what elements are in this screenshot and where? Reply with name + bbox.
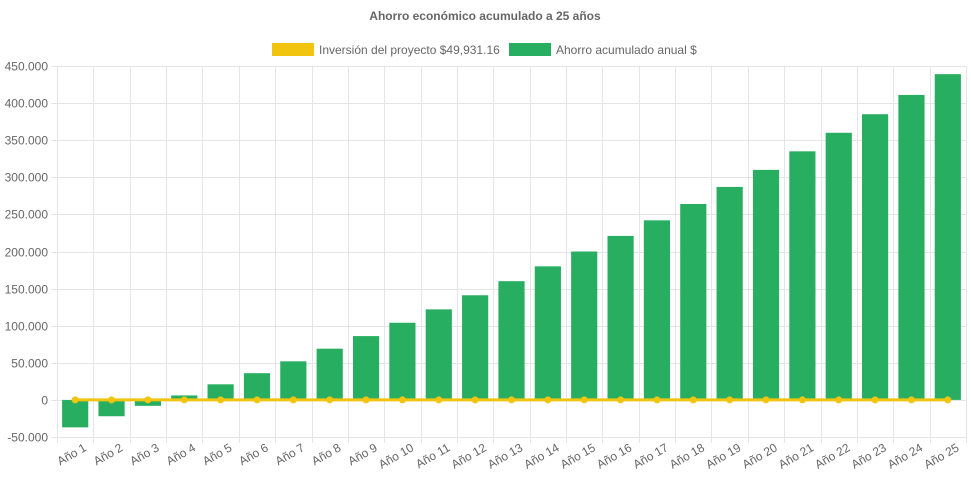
- bar: [571, 251, 598, 400]
- bar: [789, 151, 816, 400]
- bar: [607, 235, 634, 400]
- investment-point: [180, 396, 188, 404]
- investment-point: [217, 396, 225, 404]
- y-tick-label: 100.000: [5, 320, 49, 334]
- x-tick-label: Año 2: [91, 440, 125, 468]
- x-tick-label: Año 7: [273, 440, 307, 468]
- x-tick-label: Año 8: [309, 440, 343, 468]
- x-tick-label: Año 19: [703, 440, 743, 471]
- x-tick-label: Año 24: [885, 440, 925, 471]
- bar: [207, 384, 234, 400]
- chart-title: Ahorro económico acumulado a 25 años: [369, 9, 601, 23]
- legend-item-savings[interactable]: Ahorro acumulado anual $: [509, 43, 697, 57]
- y-tick-label: 150.000: [5, 283, 49, 297]
- y-tick-label: 50.000: [11, 357, 48, 371]
- x-tick-label: Año 6: [236, 440, 270, 468]
- investment-point: [798, 396, 806, 404]
- investment-point: [471, 396, 479, 404]
- x-tick-label: Año 22: [812, 440, 852, 471]
- x-tick-label: Año 18: [667, 440, 707, 471]
- investment-point: [580, 396, 588, 404]
- y-tick-label: -50.000: [7, 431, 48, 445]
- y-tick-label: 300.000: [5, 171, 49, 185]
- bar: [862, 114, 889, 400]
- bar: [243, 373, 271, 400]
- investment-point: [398, 396, 406, 404]
- investment-point: [362, 396, 370, 404]
- legend-label-savings: Ahorro acumulado anual $: [556, 43, 697, 57]
- x-tick-label: Año 17: [631, 440, 671, 471]
- x-axis-ticks: Año 1 Año 2 Año 3 Año 4 Año 5 Año 6 Año 7 Año 8…: [55, 440, 962, 471]
- x-tick-label: Año 16: [594, 440, 634, 471]
- x-tick-label: Año 10: [376, 440, 416, 471]
- x-tick-label: Año 11: [413, 440, 452, 471]
- legend-item-investment[interactable]: Inversión del proyecto $49,931.16: [272, 43, 500, 57]
- investment-point: [835, 396, 843, 404]
- investment-line: [71, 396, 952, 404]
- x-tick-label: Año 25: [921, 440, 961, 471]
- investment-point: [544, 396, 552, 404]
- investment-point: [871, 396, 879, 404]
- bar: [716, 186, 743, 400]
- bar: [462, 295, 489, 400]
- grid: [51, 66, 967, 443]
- bar: [643, 220, 671, 400]
- bar: [425, 309, 452, 400]
- investment-point: [762, 396, 770, 404]
- y-tick-label: 350.000: [5, 134, 49, 148]
- x-tick-label: Año 23: [849, 440, 889, 471]
- investment-point: [508, 396, 515, 404]
- bar: [316, 348, 343, 400]
- investment-point: [435, 396, 443, 404]
- y-tick-label: 200.000: [5, 246, 49, 260]
- legend-label-investment: Inversión del proyecto $49,931.16: [319, 43, 500, 57]
- bar: [752, 169, 780, 400]
- y-tick-label: 0: [41, 394, 48, 408]
- bar: [280, 361, 307, 400]
- bar: [680, 204, 707, 400]
- y-tick-label: 400.000: [5, 97, 49, 111]
- legend: Inversión del proyecto $49,931.16 Ahorro…: [272, 43, 697, 57]
- bar: [389, 322, 416, 400]
- investment-point: [108, 396, 116, 404]
- x-tick-label: Año 21: [776, 440, 816, 471]
- investment-point: [326, 396, 334, 404]
- x-tick-label: Año 13: [485, 440, 525, 471]
- bar: [934, 74, 961, 400]
- legend-swatch-investment: [272, 43, 314, 56]
- legend-swatch-savings: [509, 43, 551, 56]
- x-tick-label: Año 5: [200, 440, 234, 468]
- bar: [498, 281, 525, 400]
- y-tick-label: 250.000: [5, 208, 49, 222]
- x-tick-label: Año 9: [346, 440, 380, 468]
- investment-point: [653, 396, 661, 404]
- investment-point: [907, 396, 915, 404]
- x-tick-label: Año 12: [449, 440, 489, 471]
- y-axis-ticks: 450.000 400.000 350.000 300.000 250.000 200.0…: [5, 60, 49, 445]
- bar: [98, 399, 125, 417]
- x-tick-label: Año 3: [127, 440, 161, 468]
- bar: [825, 132, 852, 400]
- x-tick-label: Año 4: [164, 440, 198, 468]
- investment-point: [726, 396, 734, 404]
- bar: [62, 399, 89, 428]
- x-tick-label: Año 15: [558, 440, 598, 471]
- x-tick-label: Año 1: [55, 440, 89, 468]
- investment-point: [71, 396, 79, 404]
- bar: [534, 266, 561, 400]
- y-tick-label: 450.000: [5, 60, 49, 74]
- bar: [898, 94, 925, 400]
- x-tick-label: Año 20: [740, 440, 780, 471]
- bar: [352, 336, 380, 400]
- investment-point: [944, 396, 952, 404]
- savings-bars: [62, 74, 961, 428]
- investment-point: [144, 396, 152, 404]
- investment-point: [617, 396, 625, 404]
- investment-point: [689, 396, 697, 404]
- investment-point: [289, 396, 297, 404]
- investment-point: [253, 396, 261, 404]
- x-tick-label: Año 14: [522, 440, 562, 471]
